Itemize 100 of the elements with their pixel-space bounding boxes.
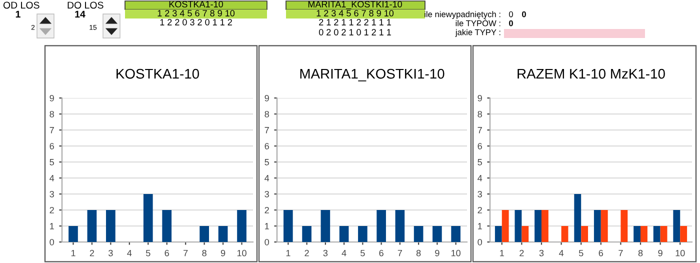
bar — [680, 226, 688, 242]
x-tick-label: 6 — [379, 250, 384, 256]
bar — [561, 226, 568, 242]
y-tick-label: 1 — [50, 223, 54, 230]
chart-title: KOSTKA1-10 — [116, 68, 200, 79]
bar — [534, 210, 542, 242]
text: jakie TYPY : — [455, 29, 500, 37]
y-tick-label: 0 — [50, 238, 54, 246]
y-tick-label: 4 — [478, 175, 482, 182]
text: 14 — [75, 10, 86, 18]
x-tick-label: 9 — [658, 250, 662, 256]
text: 0 — [509, 11, 513, 18]
bar — [541, 210, 548, 242]
text: 1 2 3 4 5 6 7 8 9 10 — [158, 10, 235, 16]
chart-title: MARITA1_KOSTKI1-10 — [300, 68, 444, 82]
x-tick-label: 10 — [676, 250, 685, 256]
x-tick-label: 5 — [578, 250, 584, 256]
y-tick-label: 3 — [264, 190, 269, 198]
text: 2 1 2 1 1 2 2 1 1 1 — [319, 19, 391, 26]
bar — [218, 226, 228, 242]
y-tick-label: 9 — [50, 94, 54, 102]
x-tick-label: 2 — [520, 250, 524, 256]
x-tick-label: 3 — [323, 250, 328, 256]
text: 0 2 0 2 1 0 1 2 1 1 — [318, 29, 391, 36]
text: DO LOS — [68, 2, 104, 9]
y-tick-label: 6 — [478, 142, 482, 150]
y-tick-label: 5 — [264, 159, 269, 166]
y-tick-label: 1 — [478, 223, 482, 230]
y-tick-label: 2 — [478, 206, 482, 214]
x-tick-label: 4 — [558, 250, 564, 256]
x-tick-label: 3 — [108, 250, 113, 256]
x-tick-label: 2 — [90, 250, 94, 256]
bar — [581, 226, 588, 242]
x-tick-label: 1 — [71, 250, 76, 256]
x-tick-label: 5 — [360, 250, 365, 256]
bar — [620, 210, 628, 242]
x-tick-label: 7 — [398, 250, 402, 256]
y-tick-label: 7 — [264, 127, 269, 134]
bar — [522, 226, 529, 242]
y-tick-label: 3 — [50, 190, 54, 198]
y-tick-label: 2 — [264, 206, 269, 214]
x-tick-label: 7 — [184, 250, 188, 256]
text: 1 2 2 0 3 2 0 1 1 2 — [160, 19, 232, 26]
x-tick-label: 8 — [202, 250, 206, 256]
y-tick-label: 4 — [50, 175, 54, 182]
bar — [640, 226, 648, 242]
x-tick-label: 8 — [638, 250, 643, 256]
bar — [660, 226, 668, 242]
x-tick-label: 4 — [342, 250, 346, 256]
bar — [600, 210, 608, 242]
bar — [673, 210, 680, 242]
y-tick-label: 8 — [264, 110, 269, 118]
y-tick-label: 7 — [478, 127, 482, 134]
y-tick-label: 1 — [265, 223, 269, 230]
text: OD LOS — [3, 2, 40, 9]
x-tick-label: 6 — [598, 250, 604, 256]
bar — [574, 194, 582, 242]
x-tick-label: 8 — [416, 250, 421, 256]
text: ile TYPÓW : — [456, 18, 500, 26]
x-tick-label: 2 — [304, 250, 309, 256]
bar — [514, 210, 522, 242]
text: 0 — [509, 20, 513, 26]
x-tick-label: 1 — [500, 250, 504, 256]
y-tick-label: 5 — [50, 159, 54, 166]
y-tick-label: 0 — [264, 238, 270, 246]
bar — [68, 226, 78, 242]
bar — [237, 210, 246, 242]
y-tick-label: 4 — [264, 175, 270, 182]
bar — [143, 194, 153, 242]
y-tick-label: 9 — [264, 94, 269, 102]
bar — [106, 210, 116, 242]
bar — [162, 210, 172, 242]
y-tick-label: 6 — [50, 142, 54, 150]
y-tick-label: 6 — [264, 142, 269, 150]
x-tick-label: 1 — [286, 250, 290, 256]
x-tick-label: 4 — [127, 250, 132, 256]
text: KOSTKA1-10 — [169, 1, 223, 8]
y-tick-label: 8 — [50, 110, 54, 118]
y-tick-label: 5 — [478, 159, 482, 166]
text: 0 — [522, 11, 526, 18]
text: 1 — [16, 10, 20, 18]
x-tick-label: 7 — [618, 250, 623, 256]
y-tick-label: 2 — [50, 206, 54, 214]
chart-title: RAZEM K1-10 MzK1-10 — [518, 68, 665, 79]
x-tick-label: 10 — [451, 250, 460, 256]
bar — [494, 226, 502, 242]
bar — [502, 210, 509, 242]
bar — [200, 226, 209, 242]
bar — [634, 226, 641, 242]
y-tick-label: 7 — [50, 127, 54, 134]
y-tick-label: 8 — [478, 110, 482, 118]
y-tick-label: 9 — [478, 94, 482, 102]
bar — [653, 226, 660, 242]
x-tick-label: 3 — [539, 250, 544, 256]
y-tick-label: 3 — [478, 190, 482, 198]
y-tick-label: 0 — [478, 238, 482, 246]
bar — [594, 210, 601, 242]
text: 1 2 3 4 5 6 7 8 9 10 — [316, 10, 394, 16]
x-tick-label: 9 — [220, 250, 226, 256]
x-tick-label: 10 — [237, 250, 246, 256]
